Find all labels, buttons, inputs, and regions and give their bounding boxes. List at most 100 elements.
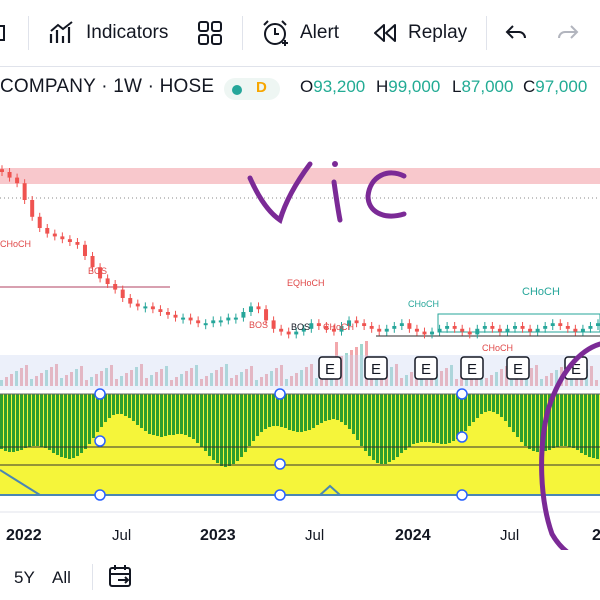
volume-bar <box>210 373 213 386</box>
osc-green-bar <box>480 394 483 414</box>
volume-bar <box>425 380 428 386</box>
ohlc-open: O93,200 <box>300 77 365 97</box>
osc-green-bar <box>108 394 111 418</box>
redo-icon[interactable] <box>556 14 580 52</box>
volume-bar <box>235 375 238 386</box>
candle <box>150 306 155 310</box>
volume-bar <box>250 366 253 386</box>
osc-green-bar <box>212 394 215 460</box>
volume-bar <box>300 370 303 386</box>
osc-green-bar <box>592 394 595 458</box>
osc-green-bar <box>256 394 259 436</box>
volume-bar <box>145 378 148 386</box>
earnings-marker-label: E <box>421 361 431 378</box>
alert-button[interactable]: Alert <box>260 14 339 52</box>
osc-green-bar <box>276 394 279 426</box>
osc-green-bar <box>84 394 87 449</box>
candle <box>271 320 276 329</box>
candle <box>505 328 510 332</box>
osc-green-bar <box>128 394 131 418</box>
osc-green-bar <box>44 394 47 448</box>
osc-green-bar <box>524 394 527 446</box>
volume-bar <box>110 365 113 386</box>
osc-green-bar <box>400 394 403 453</box>
osc-green-bar <box>504 394 507 421</box>
volume-bar <box>430 377 433 386</box>
volume-bar <box>500 369 503 386</box>
osc-green-bar <box>244 394 247 452</box>
osc-green-bar <box>0 394 3 449</box>
volume-bar <box>360 344 363 386</box>
toolbar-divider <box>242 16 243 50</box>
volume-bar <box>255 380 258 386</box>
volume-bar <box>190 368 193 386</box>
volume-bar <box>205 376 208 386</box>
candle <box>248 306 253 312</box>
osc-green-bar <box>404 394 407 450</box>
candle <box>324 326 329 329</box>
osc-green-bar <box>364 394 367 451</box>
candle <box>558 323 563 326</box>
osc-green-bar <box>216 394 219 463</box>
osc-green-bar <box>180 394 183 434</box>
osc-green-bar <box>72 394 75 458</box>
layouts-grid-icon[interactable] <box>197 14 223 52</box>
candle <box>203 323 208 326</box>
calendar-goto-icon[interactable] <box>108 564 136 590</box>
osc-green-bar <box>40 394 43 447</box>
volume-bar <box>310 364 313 386</box>
osc-green-bar <box>224 394 227 467</box>
compare-icon[interactable] <box>0 14 10 52</box>
volume-bar <box>240 372 243 386</box>
osc-green-bar <box>52 394 55 453</box>
replay-button[interactable]: Replay <box>372 14 467 52</box>
volume-bar <box>90 377 93 386</box>
low-value: 87,000 <box>461 77 514 96</box>
close-value: 97,000 <box>535 77 588 96</box>
candle <box>143 306 148 309</box>
candle <box>528 328 533 332</box>
volume-bar <box>450 365 453 386</box>
volume-bar <box>535 365 538 386</box>
osc-green-bar <box>140 394 143 428</box>
range-all-button[interactable]: All <box>52 568 71 587</box>
drawing-handle <box>94 388 106 400</box>
candle <box>113 284 118 290</box>
volume-bar <box>35 376 38 386</box>
osc-green-bar <box>516 394 519 437</box>
range-5y-button[interactable]: 5Y <box>14 568 35 587</box>
indicators-button[interactable]: Indicators <box>48 14 168 52</box>
osc-green-bar <box>200 394 203 447</box>
volume-bar <box>0 380 3 386</box>
candle <box>580 328 585 332</box>
x-tick-label: Jul <box>305 527 324 544</box>
undo-icon[interactable] <box>504 14 528 52</box>
osc-green-bar <box>268 394 271 427</box>
toolbar-divider <box>28 16 29 50</box>
osc-green-bar <box>236 394 239 461</box>
drawing-handles[interactable] <box>94 388 468 501</box>
osc-green-bar <box>144 394 147 431</box>
symbol-title[interactable]: COMPANY · 1W · HOSE <box>0 76 215 97</box>
osc-green-bar <box>20 394 23 450</box>
osc-green-bar <box>100 394 103 427</box>
osc-green-bar <box>232 394 235 464</box>
osc-green-bar <box>412 394 415 444</box>
osc-green-bar <box>176 394 179 434</box>
osc-green-bar <box>316 394 319 425</box>
volume-bar <box>215 370 218 386</box>
candle <box>399 323 404 326</box>
osc-green-bar <box>116 394 119 414</box>
structure-label: CHoCH <box>323 322 354 332</box>
osc-green-bar <box>416 394 419 443</box>
osc-green-bar <box>68 394 71 459</box>
candle <box>226 317 231 321</box>
structure-label: CHoCH <box>0 239 31 249</box>
candle <box>490 326 495 329</box>
osc-green-bar <box>308 394 311 430</box>
osc-green-bar <box>320 394 323 423</box>
volume-bar <box>125 373 128 386</box>
volume-bar <box>65 375 68 386</box>
alert-label: Alert <box>300 22 340 43</box>
